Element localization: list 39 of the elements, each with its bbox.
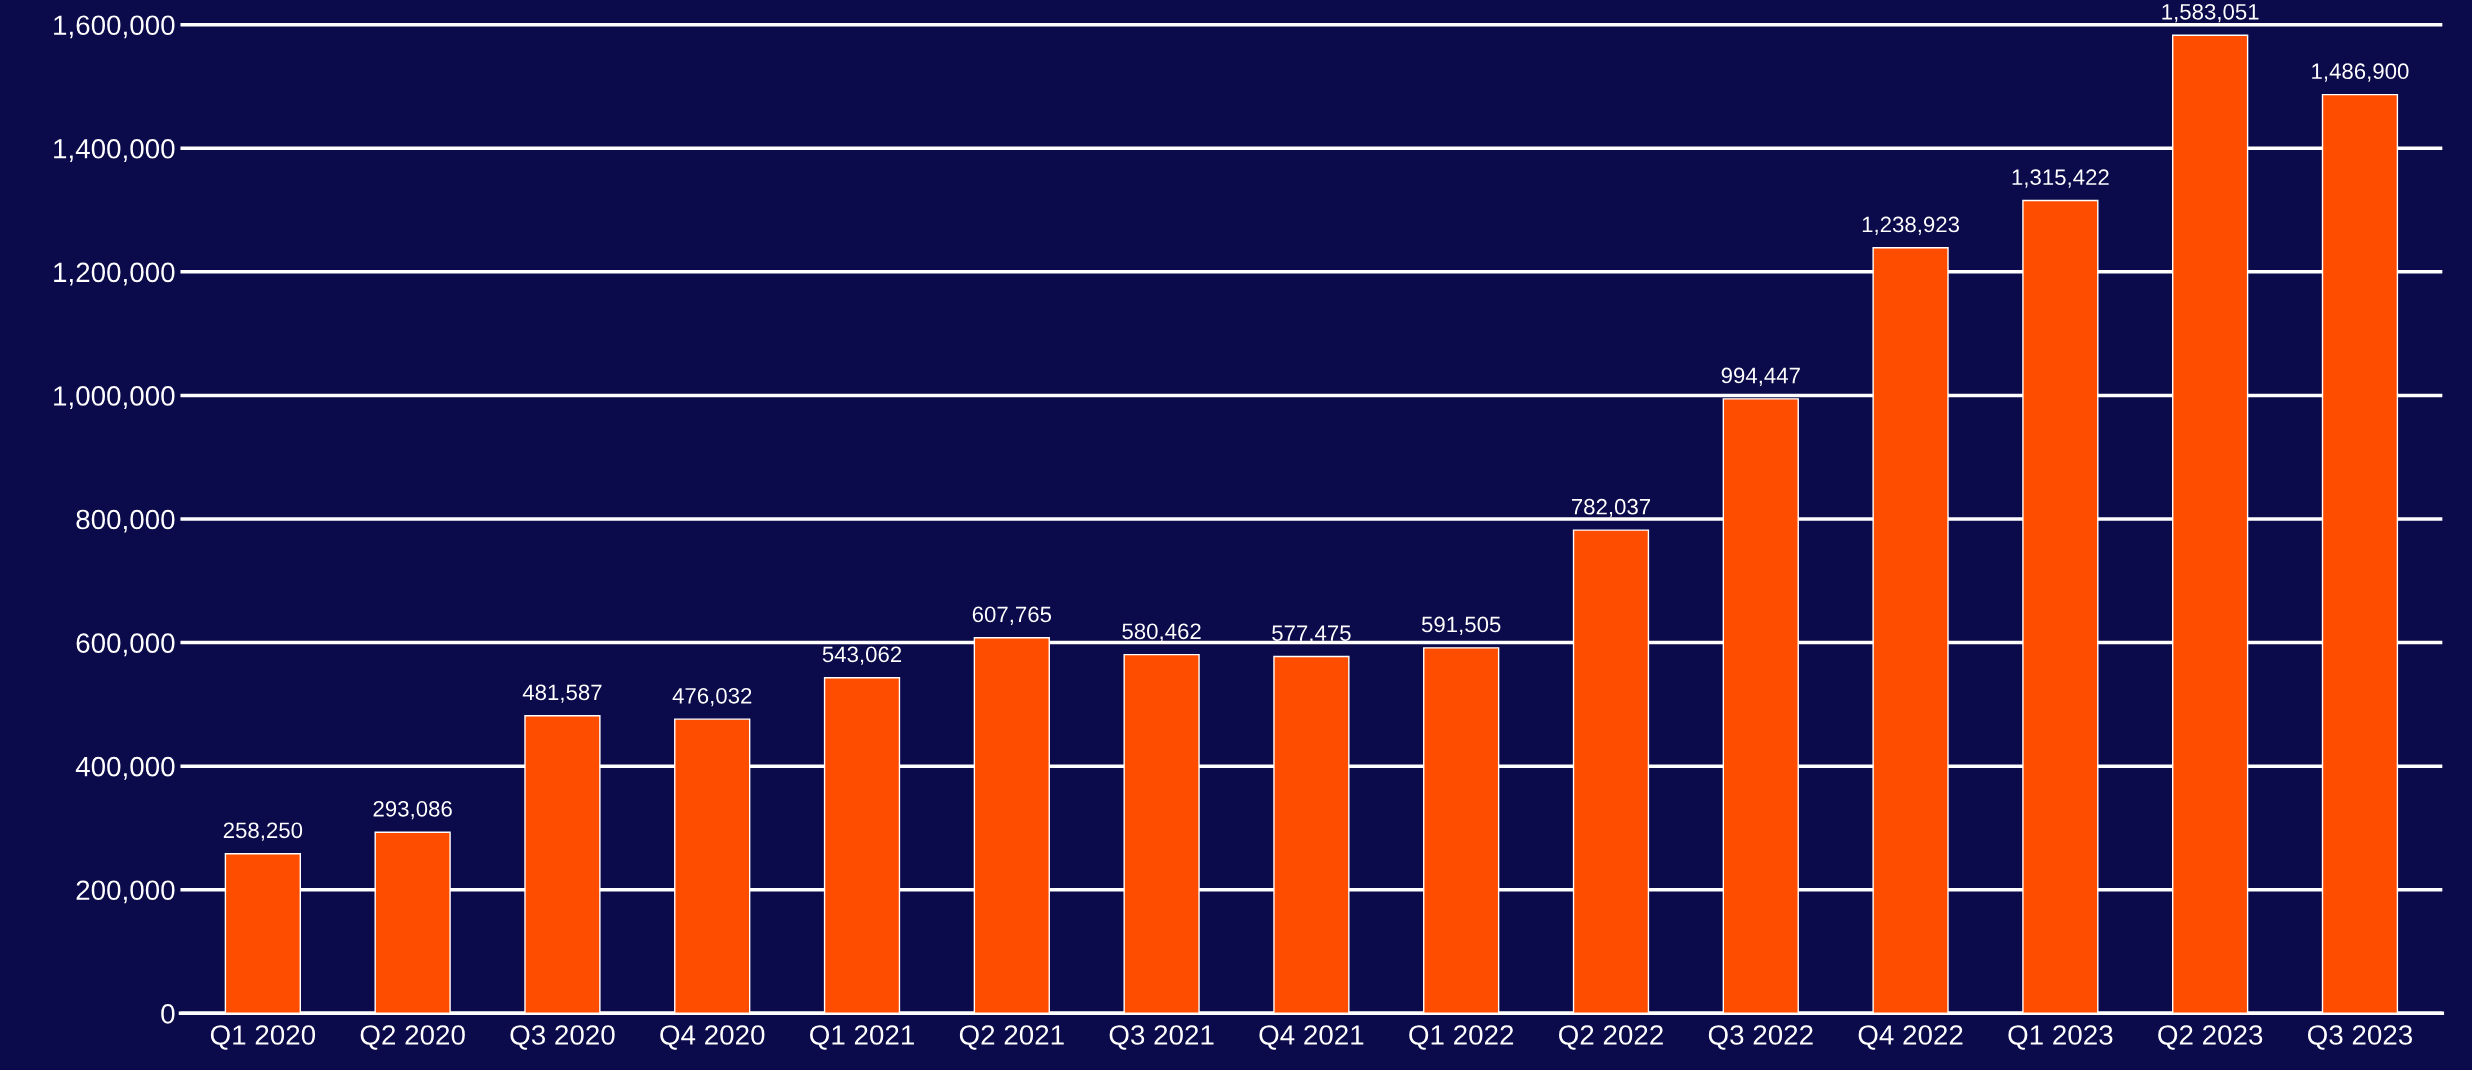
x-tick-label: Q3 2023: [2307, 1025, 2413, 1050]
x-tick-label: Q1 2022: [1409, 1025, 1514, 1050]
x-tick-label: Q2 2023: [2158, 1025, 2263, 1050]
x-tick-label: Q4 2020: [660, 1025, 765, 1050]
x-tick-label: Q3 2021: [1109, 1025, 1214, 1050]
x-tick-label: Q1 2023: [2008, 1025, 2113, 1050]
data-label: 994,447: [1721, 367, 1800, 386]
data-label: 258,250: [223, 822, 303, 841]
data-label: 481,587: [522, 684, 602, 703]
x-tick-label: Q3 2020: [510, 1025, 615, 1050]
y-tick-label: 400,000: [75, 756, 175, 780]
data-label: 1,486,900: [2312, 63, 2409, 82]
data-label: 1,583,051: [2162, 3, 2259, 23]
x-tick-label: Q1 2020: [210, 1025, 316, 1050]
data-label: 577,475: [1272, 625, 1351, 644]
y-tick-label: 0: [161, 1003, 175, 1024]
data-label: 293,086: [373, 800, 452, 820]
x-tick-label: Q3 2022: [1708, 1025, 1813, 1050]
y-tick-label: 1,600,000: [54, 15, 175, 39]
y-tick-label: 800,000: [76, 509, 175, 533]
x-tick-label: Q2 2021: [959, 1025, 1064, 1050]
y-tick-label: 1,200,000: [54, 262, 175, 286]
x-tick-label: Q1 2021: [810, 1025, 914, 1050]
data-label: 782,037: [1571, 498, 1651, 518]
y-tick-label: 600,000: [76, 633, 175, 657]
x-tick-label: Q2 2022: [1559, 1025, 1663, 1050]
data-label: 476,032: [672, 687, 752, 707]
data-label: 607,765: [972, 606, 1052, 625]
data-label: 1,315,422: [2012, 169, 2109, 188]
data-label: 1,238,923: [1862, 216, 1960, 235]
x-tick-label: Q2 2020: [360, 1025, 465, 1050]
y-tick-label: 1,400,000: [54, 138, 175, 162]
y-tick-label: 200,000: [76, 880, 175, 904]
data-label: 591,505: [1421, 616, 1501, 635]
data-label: 580,462: [1122, 623, 1201, 642]
y-tick-label: 1,000,000: [54, 386, 175, 410]
data-label: 543,062: [822, 646, 902, 665]
x-tick-label: Q4 2021: [1259, 1025, 1364, 1050]
x-tick-label: Q4 2022: [1858, 1025, 1963, 1050]
